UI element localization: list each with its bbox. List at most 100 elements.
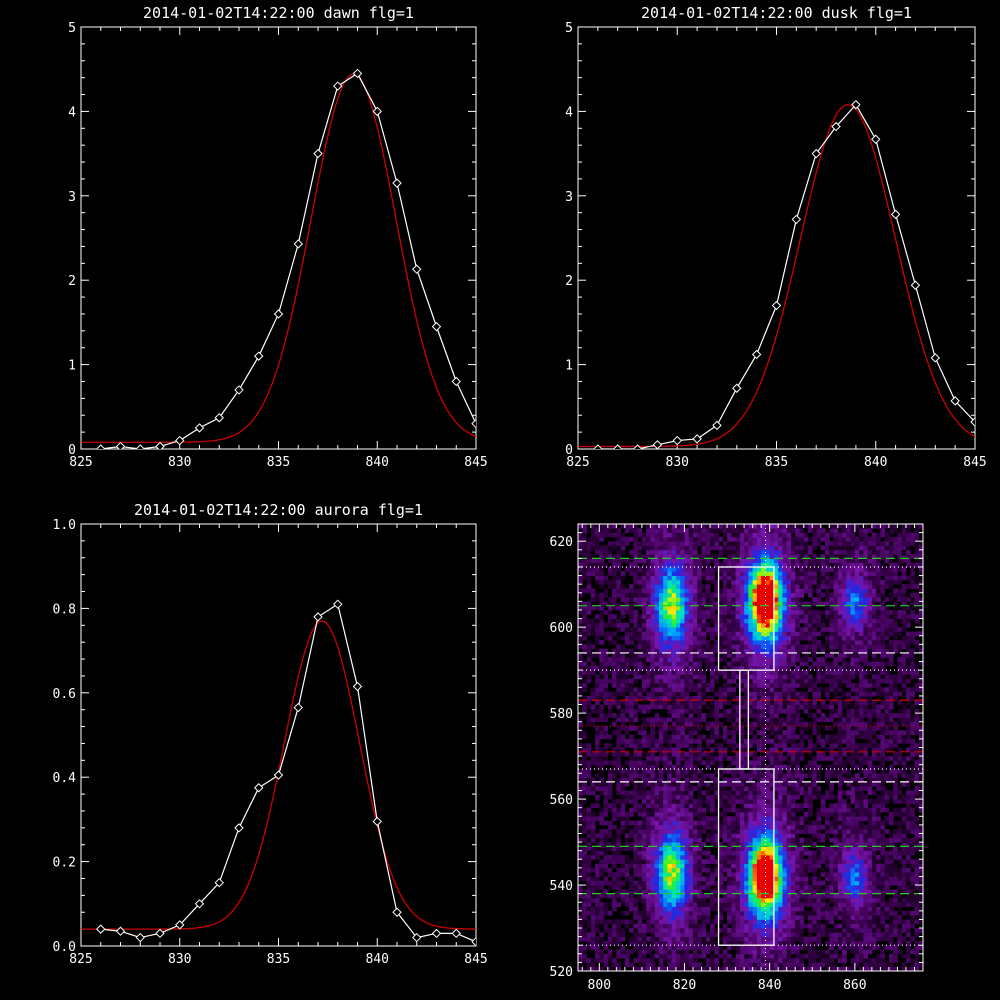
y-tick-label: 5 bbox=[68, 21, 76, 36]
data-point bbox=[950, 396, 960, 406]
data-point bbox=[135, 932, 145, 943]
data-point bbox=[372, 816, 382, 827]
y-tick-label: 560 bbox=[550, 793, 573, 808]
plot-area bbox=[81, 68, 476, 449]
x-tick-label: 860 bbox=[843, 978, 866, 993]
y-tick-label: 620 bbox=[550, 535, 573, 550]
x-tick-label: 845 bbox=[963, 455, 986, 470]
data-point bbox=[451, 376, 461, 387]
data-point bbox=[712, 420, 722, 431]
data-point bbox=[471, 418, 476, 429]
data-point bbox=[791, 214, 802, 225]
x-tick-label: 835 bbox=[765, 455, 788, 470]
y-tick-label: 0.0 bbox=[53, 940, 76, 955]
x-tick-label: 825 bbox=[69, 455, 92, 470]
data-point bbox=[593, 444, 603, 449]
data-point bbox=[890, 209, 901, 220]
data-point bbox=[471, 937, 476, 946]
plot-frame bbox=[80, 523, 477, 947]
data-point bbox=[214, 413, 224, 423]
y-tick-label: 0 bbox=[68, 443, 76, 458]
data-point bbox=[155, 928, 165, 939]
data-point bbox=[254, 351, 264, 361]
x-tick-label: 845 bbox=[464, 952, 487, 967]
heatmap-image bbox=[578, 524, 924, 972]
data-point bbox=[333, 81, 343, 91]
y-tick-label: 4 bbox=[565, 105, 573, 120]
y-tick-label: 0.2 bbox=[53, 856, 76, 871]
data-point bbox=[293, 702, 303, 713]
data-point bbox=[96, 444, 106, 449]
line-chart-2: 825 830 835 840 845 0.0 0.2 0.4 0.6 0.8 1.0 2014-01… bbox=[53, 501, 488, 967]
x-tick-label: 845 bbox=[464, 455, 487, 470]
data-point bbox=[372, 106, 382, 117]
x-tick-label: 840 bbox=[366, 455, 389, 470]
data-point bbox=[431, 928, 442, 939]
data-point bbox=[352, 68, 363, 79]
x-tick-label: 830 bbox=[666, 455, 689, 470]
y-tick-label: 3 bbox=[565, 190, 573, 205]
data-point bbox=[970, 417, 975, 427]
line-chart-0: 825 830 835 840 845 0 1 2 3 4 5 2014-01-02T14:22:00… bbox=[68, 4, 488, 470]
data-point bbox=[612, 444, 623, 449]
y-tick-label: 540 bbox=[550, 879, 573, 894]
y-tick-label: 580 bbox=[550, 707, 573, 722]
data-point bbox=[412, 932, 422, 943]
line-chart-1: 825 830 835 840 845 0 1 2 3 4 5 2014-01-02T14:22:00… bbox=[565, 4, 987, 470]
data-line bbox=[597, 103, 975, 449]
x-tick-label: 840 bbox=[758, 978, 781, 993]
data-point bbox=[871, 134, 881, 144]
data-line bbox=[100, 72, 476, 449]
data-point bbox=[175, 920, 185, 930]
selection-box bbox=[739, 669, 750, 770]
y-tick-label: 5 bbox=[565, 21, 573, 36]
data-point bbox=[313, 612, 323, 622]
data-point bbox=[652, 440, 663, 449]
fit-curve bbox=[578, 103, 975, 448]
data-point bbox=[96, 924, 106, 934]
data-point bbox=[115, 441, 126, 449]
data-point bbox=[135, 444, 145, 449]
chart-title: 2014-01-02T14:22:00 dusk flg=1 bbox=[641, 4, 912, 22]
x-tick-label: 830 bbox=[168, 952, 191, 967]
data-point bbox=[214, 877, 224, 888]
y-tick-label: 4 bbox=[68, 105, 76, 120]
y-tick-label: 0 bbox=[565, 443, 573, 458]
x-tick-label: 840 bbox=[366, 952, 389, 967]
data-point bbox=[234, 385, 244, 395]
x-tick-label: 820 bbox=[673, 978, 696, 993]
y-tick-label: 0.8 bbox=[53, 602, 76, 617]
x-tick-label: 830 bbox=[168, 455, 191, 470]
data-point bbox=[333, 599, 343, 609]
data-point bbox=[831, 121, 841, 132]
y-tick-label: 2 bbox=[68, 274, 76, 289]
data-point bbox=[851, 99, 861, 110]
data-point bbox=[751, 349, 762, 360]
data-point bbox=[771, 300, 782, 311]
data-point bbox=[352, 681, 363, 692]
data-point bbox=[273, 770, 284, 780]
data-point bbox=[194, 899, 205, 909]
data-point bbox=[811, 148, 821, 159]
data-point bbox=[431, 321, 442, 332]
y-tick-label: 1 bbox=[565, 359, 573, 374]
x-tick-label: 835 bbox=[267, 952, 290, 967]
data-point bbox=[672, 435, 682, 446]
x-tick-label: 825 bbox=[69, 952, 92, 967]
data-point bbox=[412, 264, 422, 274]
heatmap-chart: 800 820 840 860 520 540 560 580 600 620 bbox=[550, 523, 924, 993]
data-point bbox=[234, 823, 244, 833]
data-point bbox=[692, 434, 702, 444]
y-tick-label: 520 bbox=[550, 965, 573, 980]
x-tick-label: 840 bbox=[864, 455, 887, 470]
plot-frame bbox=[577, 26, 976, 450]
y-tick-label: 600 bbox=[550, 621, 573, 636]
data-point bbox=[313, 148, 323, 159]
y-tick-label: 0.6 bbox=[53, 687, 76, 702]
fit-curve bbox=[81, 73, 476, 443]
y-tick-label: 0.4 bbox=[53, 771, 77, 786]
plot-area bbox=[81, 599, 476, 946]
data-point bbox=[392, 907, 402, 917]
y-tick-label: 3 bbox=[68, 190, 76, 205]
